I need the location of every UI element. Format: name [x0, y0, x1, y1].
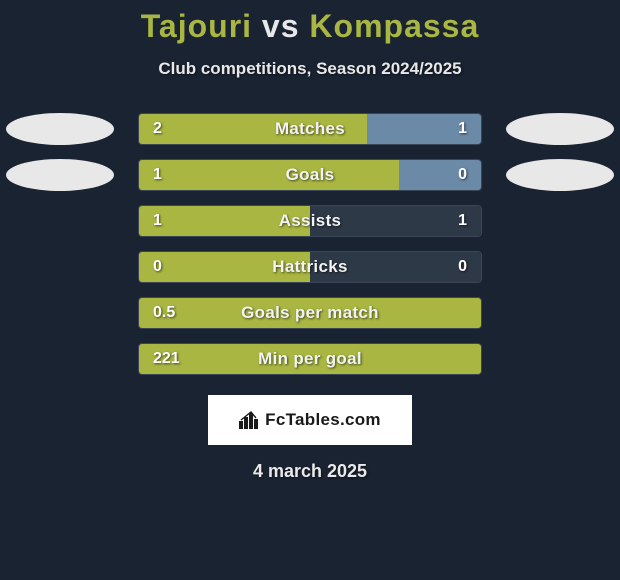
stat-bar-left: 221: [139, 344, 481, 374]
stat-bar-right: 0: [399, 160, 481, 190]
stat-row: 10Goals: [0, 153, 620, 199]
stat-bar: 10: [138, 159, 482, 191]
stat-left-value: 0: [139, 258, 176, 276]
player2-name: Kompassa: [309, 8, 479, 44]
stat-bar-left: 0: [139, 252, 310, 282]
stat-bar: 21: [138, 113, 482, 145]
stat-row: 00Hattricks: [0, 245, 620, 291]
stat-row: 11Assists: [0, 199, 620, 245]
brand-box: FcTables.com: [208, 395, 412, 445]
player1-name: Tajouri: [141, 8, 252, 44]
stat-bar-left: 2: [139, 114, 367, 144]
stat-left-value: 2: [139, 120, 176, 138]
stat-right-value: 0: [444, 258, 481, 276]
stat-bar-right: 1: [310, 206, 481, 236]
comparison-infographic: Tajouri vs Kompassa Club competitions, S…: [0, 0, 620, 482]
vs-label: vs: [262, 8, 300, 44]
brand-text: FcTables.com: [265, 410, 381, 430]
subtitle: Club competitions, Season 2024/2025: [0, 59, 620, 79]
date-label: 4 march 2025: [0, 461, 620, 482]
stat-bar: 00: [138, 251, 482, 283]
stat-row: 21Matches: [0, 107, 620, 153]
player2-oval: [506, 113, 614, 145]
stat-right-value: 1: [444, 120, 481, 138]
stat-bar-left: 0.5: [139, 298, 481, 328]
stat-bar-right: 1: [367, 114, 481, 144]
player1-oval: [6, 113, 114, 145]
stat-left-value: 221: [139, 350, 194, 368]
brand-chart-icon: [239, 411, 259, 429]
stat-left-value: 1: [139, 212, 176, 230]
stat-left-value: 1: [139, 166, 176, 184]
stat-left-value: 0.5: [139, 304, 189, 322]
stat-bar: 221: [138, 343, 482, 375]
stat-row: 0.5Goals per match: [0, 291, 620, 337]
stat-right-value: 0: [444, 166, 481, 184]
stat-bar-left: 1: [139, 206, 310, 236]
stats-rows: 21Matches10Goals11Assists00Hattricks0.5G…: [0, 107, 620, 383]
stat-right-value: 1: [444, 212, 481, 230]
stat-bar-left: 1: [139, 160, 399, 190]
player2-oval: [506, 159, 614, 191]
page-title: Tajouri vs Kompassa: [0, 8, 620, 45]
stat-bar: 11: [138, 205, 482, 237]
stat-bar-right: 0: [310, 252, 481, 282]
stat-bar: 0.5: [138, 297, 482, 329]
stat-row: 221Min per goal: [0, 337, 620, 383]
player1-oval: [6, 159, 114, 191]
